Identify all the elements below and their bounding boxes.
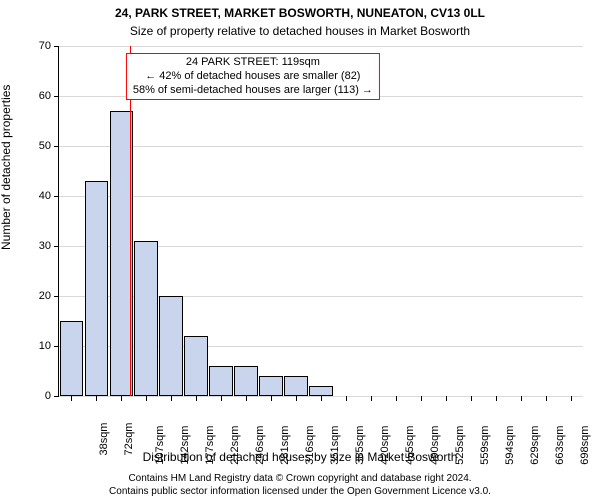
x-tick-label: 212sqm <box>229 426 241 465</box>
gridline <box>59 146 583 147</box>
x-tick-mark <box>96 396 97 401</box>
x-tick-mark <box>471 396 472 401</box>
x-tick-label: 351sqm <box>329 426 341 465</box>
x-tick-label: 525sqm <box>454 426 466 465</box>
x-tick-label: 72sqm <box>123 423 135 456</box>
credits-line-1: Contains HM Land Registry data © Crown c… <box>0 473 600 484</box>
x-tick-label: 177sqm <box>204 426 216 465</box>
x-tick-label: 38sqm <box>99 423 111 456</box>
x-tick-mark <box>171 396 172 401</box>
y-tick-label: 50 <box>39 140 59 152</box>
x-tick-label: 142sqm <box>179 426 191 465</box>
x-tick-label: 698sqm <box>579 426 591 465</box>
histogram-bar <box>284 376 308 396</box>
histogram-bar <box>134 241 158 396</box>
y-tick-label: 0 <box>45 390 59 402</box>
annotation-line: 58% of semi-detached houses are larger (… <box>133 84 373 98</box>
x-tick-mark <box>546 396 547 401</box>
x-tick-label: 455sqm <box>404 426 416 465</box>
credits-line-2: Contains public sector information licen… <box>0 486 600 497</box>
x-tick-label: 559sqm <box>479 426 491 465</box>
x-tick-mark <box>371 396 372 401</box>
y-tick-label: 70 <box>39 40 59 52</box>
x-tick-label: 385sqm <box>354 426 366 465</box>
x-tick-mark <box>396 396 397 401</box>
x-tick-mark <box>446 396 447 401</box>
x-tick-mark <box>196 396 197 401</box>
histogram-bar <box>159 296 183 396</box>
x-tick-label: 629sqm <box>529 426 541 465</box>
x-tick-mark <box>271 396 272 401</box>
y-tick-label: 60 <box>39 90 59 102</box>
x-tick-label: 420sqm <box>379 426 391 465</box>
x-tick-mark <box>146 396 147 401</box>
y-tick-label: 20 <box>39 290 59 302</box>
x-tick-mark <box>71 396 72 401</box>
x-tick-mark <box>521 396 522 401</box>
x-tick-label: 316sqm <box>304 426 316 465</box>
x-tick-label: 281sqm <box>279 426 291 465</box>
histogram-bar <box>184 336 208 396</box>
x-tick-mark <box>246 396 247 401</box>
x-tick-mark <box>121 396 122 401</box>
annotation-line: 24 PARK STREET: 119sqm <box>133 56 373 70</box>
gridline <box>59 46 583 47</box>
gridline <box>59 196 583 197</box>
x-tick-mark <box>346 396 347 401</box>
histogram-bar <box>60 321 84 396</box>
chart-container: 24, PARK STREET, MARKET BOSWORTH, NUNEAT… <box>0 0 600 500</box>
x-tick-label: 490sqm <box>429 426 441 465</box>
histogram-bar <box>309 386 333 396</box>
y-tick-label: 30 <box>39 240 59 252</box>
x-tick-mark <box>221 396 222 401</box>
x-tick-mark <box>321 396 322 401</box>
x-tick-mark <box>496 396 497 401</box>
histogram-bar <box>259 376 283 396</box>
histogram-bar <box>234 366 258 396</box>
chart-title-sub: Size of property relative to detached ho… <box>0 24 600 38</box>
y-tick-label: 40 <box>39 190 59 202</box>
x-tick-label: 107sqm <box>155 426 167 465</box>
x-tick-label: 246sqm <box>254 426 266 465</box>
plot-area: 01020304050607038sqm72sqm107sqm142sqm177… <box>58 46 583 397</box>
x-tick-mark <box>421 396 422 401</box>
y-axis-label: Number of detached properties <box>0 85 13 250</box>
annotation-box: 24 PARK STREET: 119sqm← 42% of detached … <box>126 53 380 100</box>
x-tick-label: 663sqm <box>554 426 566 465</box>
x-tick-mark <box>296 396 297 401</box>
chart-title-main: 24, PARK STREET, MARKET BOSWORTH, NUNEAT… <box>0 6 600 20</box>
histogram-bar <box>209 366 233 396</box>
histogram-bar <box>85 181 109 396</box>
y-tick-label: 10 <box>39 340 59 352</box>
annotation-line: ← 42% of detached houses are smaller (82… <box>133 70 373 84</box>
x-tick-mark <box>571 396 572 401</box>
x-tick-label: 594sqm <box>504 426 516 465</box>
